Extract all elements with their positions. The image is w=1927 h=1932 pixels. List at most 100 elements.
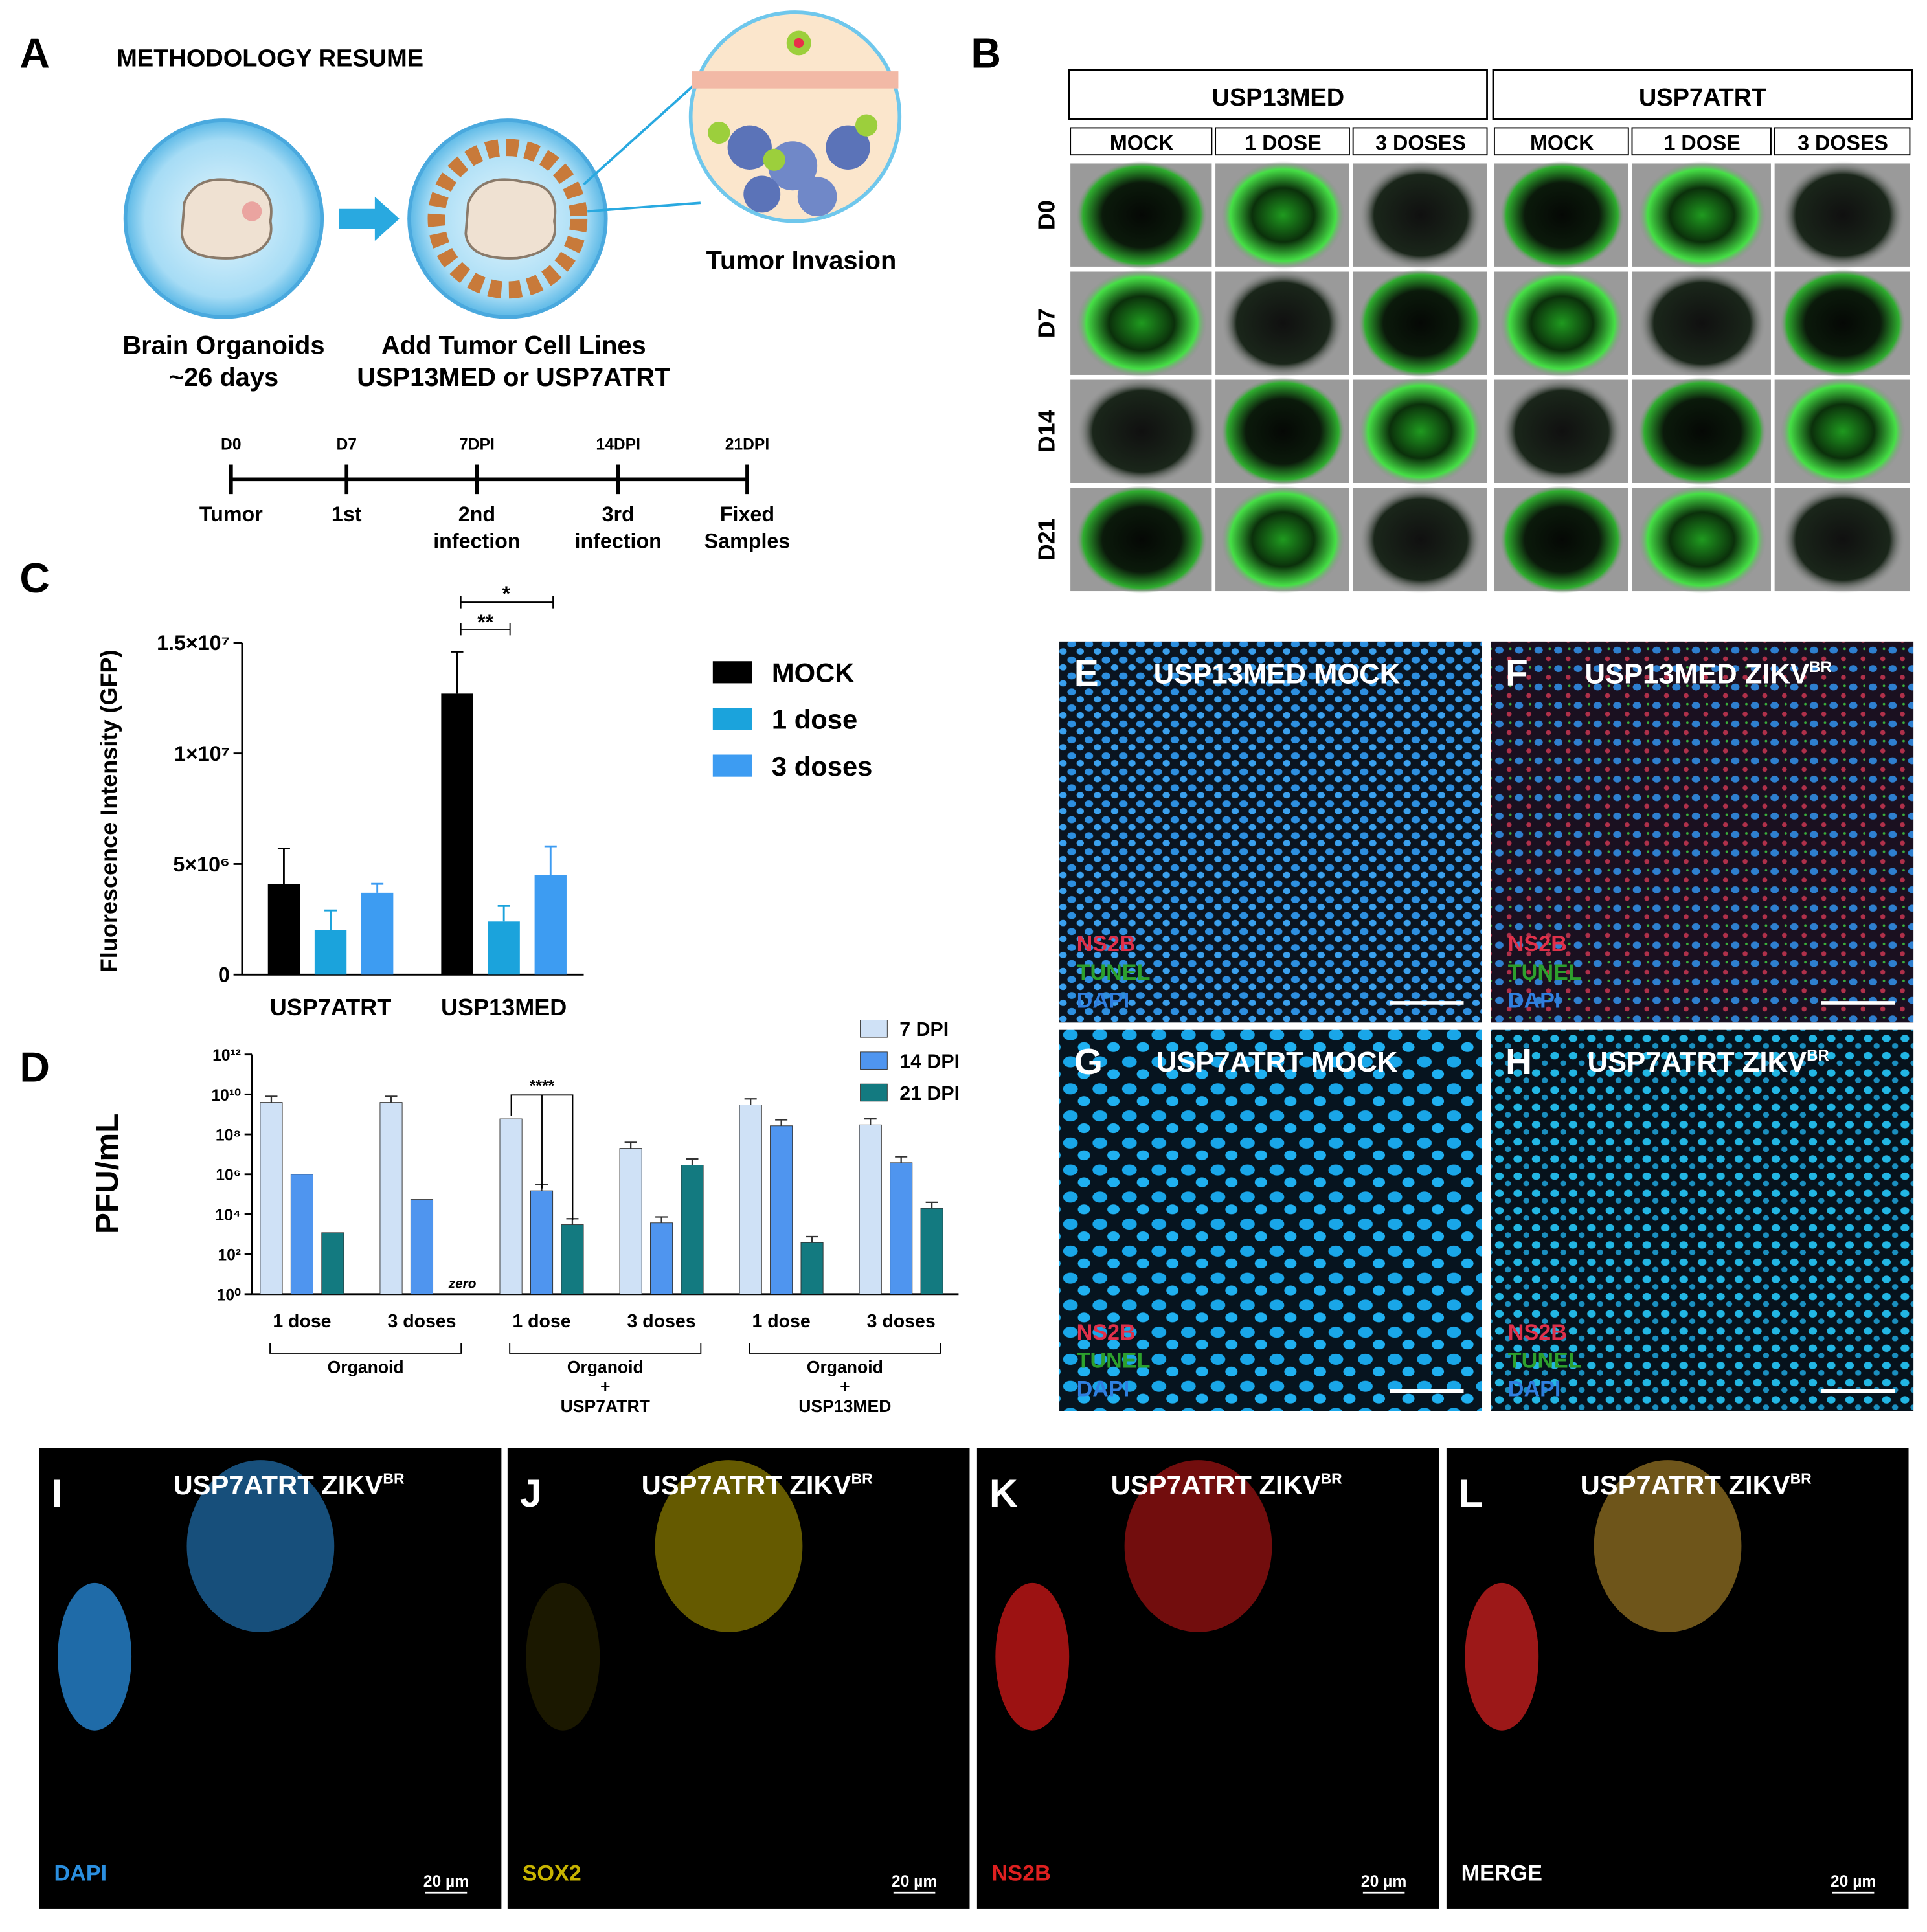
organoid-image [1500, 269, 1624, 377]
y-tick-label: 5×10⁶ [173, 853, 229, 876]
x-tick-label: 1 dose [273, 1311, 331, 1332]
organoid-image [1500, 161, 1624, 269]
group-label: USP13MED [1212, 84, 1345, 111]
error-bar [624, 1141, 637, 1149]
channel-label: NS2B [1077, 932, 1136, 956]
y-axis-label: Fluorescence Intensity (GFP) [95, 649, 122, 972]
x-tick-label: 3 doses [627, 1311, 696, 1332]
bar [314, 930, 347, 975]
cell-cluster [186, 1460, 335, 1632]
x-tick-label: 1 dose [512, 1311, 570, 1332]
row-label: D7 [1033, 308, 1059, 338]
group-label: Organoid [567, 1357, 644, 1376]
title-text: USP7ATRT ZIKV [173, 1470, 383, 1500]
channel-label: TUNEL [1508, 960, 1582, 985]
organoid-image [1500, 485, 1624, 594]
channel-label: DAPI [1077, 989, 1130, 1013]
group-bracket [509, 1343, 702, 1354]
column-label: 3 DOSES [1797, 131, 1888, 155]
panel-letter: D [19, 1044, 50, 1090]
row-label: D14 [1033, 410, 1059, 453]
bar [619, 1148, 642, 1295]
organoid-image [1500, 377, 1624, 486]
micrograph [1491, 641, 1914, 1023]
group-label: + [840, 1377, 850, 1397]
bar [770, 1125, 793, 1295]
x-tick-label: USP7ATRT [270, 994, 392, 1020]
bar [361, 892, 394, 975]
x-tick-label: 3 doses [867, 1311, 936, 1332]
organoid-image [1780, 377, 1906, 486]
group-label: + [600, 1377, 611, 1397]
channel-label: SOX2 [523, 1861, 581, 1885]
cell-cluster [1124, 1460, 1272, 1632]
bar [800, 1242, 824, 1295]
significance: * [502, 582, 511, 605]
organoid-image [1638, 485, 1766, 594]
group-label: Organoid [807, 1357, 883, 1376]
organoid-label: Brain Organoids [122, 331, 324, 360]
panel-title: METHODOLOGY RESUME [117, 45, 423, 73]
bar [681, 1165, 704, 1295]
panel-letter: G [1074, 1041, 1103, 1083]
panel-letter: H [1505, 1041, 1532, 1083]
panel-letter: A [19, 30, 50, 76]
panel-title: USP7ATRT MOCK [1156, 1046, 1398, 1078]
error-bar [775, 1119, 788, 1126]
organoid-image [1780, 269, 1906, 377]
panel-letter: L [1459, 1471, 1483, 1515]
organoid-image [1076, 269, 1207, 377]
channel-label: TUNEL [1508, 1349, 1582, 1373]
group-bracket [749, 1343, 941, 1354]
legend-label: MOCK [772, 658, 855, 688]
add-label: Add Tumor Cell Lines [381, 331, 646, 360]
error-bar [497, 904, 510, 922]
title-superscript: BR [1809, 658, 1832, 676]
title-text: USP7ATRT ZIKV [1581, 1470, 1790, 1500]
organoid-image [1780, 485, 1906, 594]
panel-letter: C [19, 555, 50, 601]
cell-cluster [58, 1582, 132, 1731]
cell-cluster [995, 1582, 1070, 1731]
timeline-bottom: Tumor [199, 502, 263, 526]
column-box [1631, 127, 1772, 156]
organoid-image [1076, 485, 1207, 594]
legend-swatch [712, 754, 752, 777]
channel-label: MERGE [1461, 1861, 1542, 1885]
title-superscript: BR [383, 1470, 405, 1487]
organoid-label: ~26 days [169, 363, 278, 392]
channel-label: NS2B [1508, 932, 1567, 956]
scale-label: 20 µm [423, 1873, 469, 1891]
timeline-bottom: 3rd [602, 502, 635, 526]
channel-label: DAPI [54, 1861, 107, 1885]
x-tick-label: 1 dose [752, 1311, 811, 1332]
bar [321, 1232, 344, 1295]
channel-label: TUNEL [1077, 960, 1151, 985]
channel-label: DAPI [1508, 989, 1561, 1013]
bar [739, 1105, 762, 1295]
column-box [1774, 127, 1911, 156]
bar [650, 1222, 673, 1295]
error-bar [277, 848, 290, 884]
channel-label: NS2B [1508, 1320, 1567, 1345]
title-text: USP13MED ZIKV [1584, 658, 1809, 690]
panel-letter: B [971, 30, 1001, 76]
y-tick-label: 10⁰ [217, 1286, 241, 1304]
organoid-image [1358, 161, 1483, 269]
error-bar [895, 1156, 908, 1163]
error-bar [686, 1158, 699, 1165]
timeline-top: 14DPI [596, 436, 640, 454]
organoid-image [1638, 161, 1766, 269]
bar [890, 1162, 913, 1295]
timeline-bottom: 2nd [458, 502, 495, 526]
title-superscript: BR [1807, 1047, 1829, 1064]
add-label: USP13MED or USP7ATRT [357, 363, 670, 392]
bar [499, 1118, 523, 1295]
column-label: 3 DOSES [1375, 131, 1466, 155]
y-tick-label: 10¹² [212, 1047, 241, 1064]
group-bracket [269, 1343, 462, 1354]
x-tick-label: 3 doses [387, 1311, 456, 1332]
legend-swatch [712, 661, 752, 684]
panel-title: USP13MED MOCK [1154, 658, 1401, 690]
